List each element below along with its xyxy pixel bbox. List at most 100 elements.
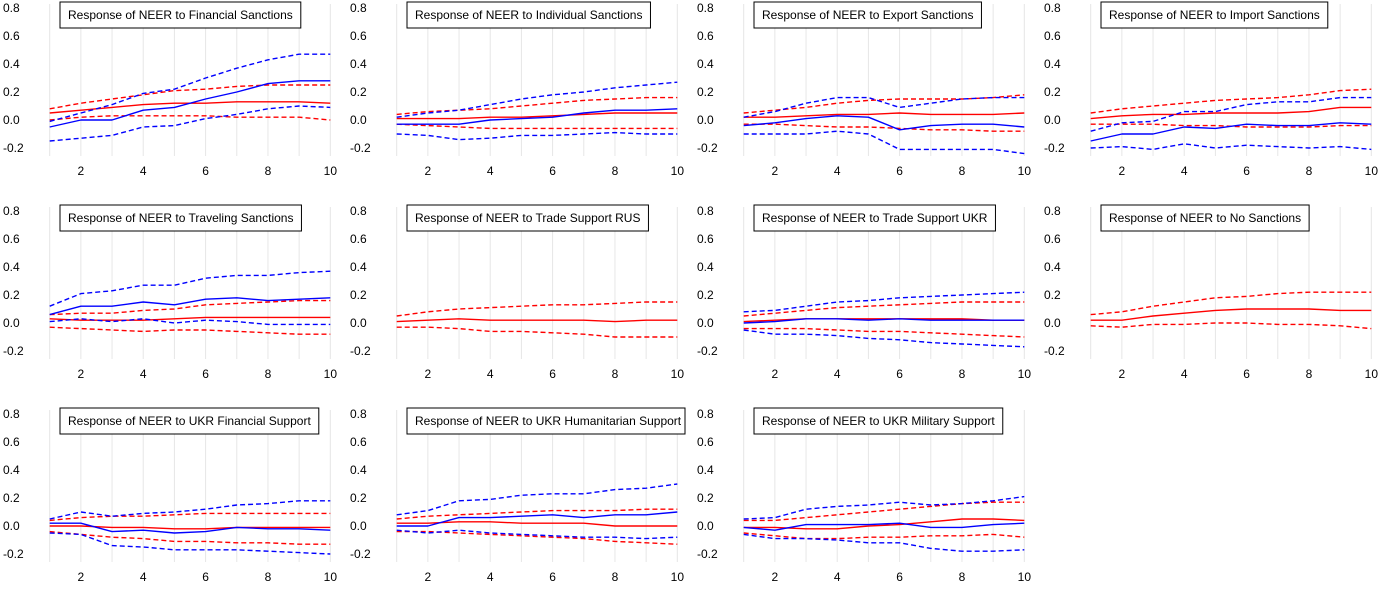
irf-panel-10: -0.2 0.0 0.2 0.4 0.6 0.8 2 4 6 8 10 Response of NEE… <box>350 407 686 584</box>
y-tick-label: -0.2 <box>350 344 371 358</box>
irf-panel-9: -0.2 0.0 0.2 0.4 0.6 0.8 2 4 6 8 10 Response of NEE… <box>3 407 338 584</box>
y-tick-label: 0.6 <box>350 29 367 43</box>
x-tick-label: 10 <box>1018 570 1032 584</box>
series-line-blue-solid <box>49 522 331 534</box>
irf-panel-6: -0.2 0.0 0.2 0.4 0.6 0.8 2 4 6 8 10 Response of NEE… <box>350 204 685 381</box>
y-tick-label: 0.2 <box>1044 85 1061 99</box>
y-tick-label: 0.4 <box>697 57 714 71</box>
x-tick-label: 6 <box>896 570 903 584</box>
irf-panel-5: -0.2 0.0 0.2 0.4 0.6 0.8 2 4 6 8 10 Response of NEE… <box>3 204 338 381</box>
y-tick-label: 0.0 <box>350 519 367 533</box>
x-tick-label: 6 <box>896 164 903 178</box>
x-tick-label: 2 <box>78 570 85 584</box>
x-tick-label: 10 <box>324 367 338 381</box>
series-line-blue-dashed <box>396 529 678 540</box>
y-tick-label: 0.0 <box>1044 316 1061 330</box>
panel-title-box <box>753 204 996 232</box>
x-tick-label: 8 <box>959 570 966 584</box>
series-line-blue-dashed <box>49 500 331 520</box>
panel-title-box <box>753 1 982 29</box>
x-tick-label: 4 <box>140 570 147 584</box>
panel-title-box <box>1100 1 1329 29</box>
x-tick-label: 6 <box>549 570 556 584</box>
y-tick-label: 0.4 <box>350 463 367 477</box>
series-line-red-dashed <box>1090 322 1372 330</box>
panel-title: Response of NEER to UKR Financial Suppor… <box>68 414 311 428</box>
panel-title: Response of NEER to Import Sanctions <box>1109 8 1320 22</box>
panel-title: Response of NEER to Trade Support UKR <box>762 211 988 225</box>
series-line-blue-solid <box>396 108 678 125</box>
series-line-red-solid <box>1090 106 1372 120</box>
y-tick-label: 0.8 <box>350 1 367 15</box>
series-line-red-dashed <box>396 326 678 338</box>
y-tick-label: -0.2 <box>697 547 718 561</box>
y-tick-label: 0.0 <box>350 113 367 127</box>
y-tick-label: 0.4 <box>350 57 367 71</box>
y-tick-label: 0.6 <box>350 232 367 246</box>
irf-panel-11: -0.2 0.0 0.2 0.4 0.6 0.8 2 4 6 8 10 Response of NEE… <box>697 407 1032 584</box>
y-tick-label: 0.6 <box>3 29 20 43</box>
panel-title: Response of NEER to Export Sanctions <box>762 8 973 22</box>
panel-title-box <box>406 204 649 232</box>
y-tick-label: 0.2 <box>350 85 367 99</box>
y-tick-label: 0.4 <box>1044 260 1061 274</box>
x-tick-label: 10 <box>1365 367 1379 381</box>
y-tick-label: 0.8 <box>1044 204 1061 218</box>
x-tick-label: 2 <box>425 367 432 381</box>
series-line-red-dashed <box>743 532 1025 540</box>
y-tick-label: 0.2 <box>697 288 714 302</box>
series-line-red-dashed <box>396 530 678 545</box>
series-line-blue-dashed <box>49 53 331 123</box>
x-tick-label: 8 <box>265 570 272 584</box>
y-tick-label: 0.8 <box>3 407 20 421</box>
irf-panel-2: -0.2 0.0 0.2 0.4 0.6 0.8 2 4 6 8 10 Response of NEE… <box>350 1 684 178</box>
x-tick-label: 10 <box>324 164 338 178</box>
series-line-red-dashed <box>396 96 678 116</box>
y-tick-label: 0.6 <box>350 435 367 449</box>
y-tick-label: 0.4 <box>3 463 20 477</box>
x-tick-label: 8 <box>265 367 272 381</box>
x-tick-label: 2 <box>78 367 85 381</box>
series-line-blue-dashed <box>396 483 678 516</box>
panel-title: Response of NEER to Traveling Sanctions <box>68 211 293 225</box>
panel-title-box <box>59 407 320 435</box>
series-line-blue-solid <box>49 297 331 316</box>
x-tick-label: 4 <box>140 164 147 178</box>
x-tick-label: 6 <box>896 367 903 381</box>
y-tick-label: 0.2 <box>1044 288 1061 302</box>
y-tick-label: 0.6 <box>697 232 714 246</box>
series-line-red-dashed <box>743 94 1025 114</box>
series-line-blue-solid <box>743 522 1025 531</box>
series-line-blue-solid <box>396 511 678 527</box>
y-tick-label: 0.0 <box>350 316 367 330</box>
y-tick-label: -0.2 <box>697 344 718 358</box>
x-tick-label: 8 <box>612 367 619 381</box>
panel-title-box <box>59 1 302 29</box>
x-tick-label: 8 <box>1306 367 1313 381</box>
x-tick-label: 8 <box>612 164 619 178</box>
series-line-blue-dashed <box>49 532 331 555</box>
series-line-red-solid <box>396 112 678 120</box>
y-tick-label: -0.2 <box>1044 344 1065 358</box>
series-line-red-dashed <box>1090 291 1372 316</box>
x-tick-label: 4 <box>834 570 841 584</box>
y-tick-label: -0.2 <box>350 547 371 561</box>
x-tick-label: 10 <box>671 367 685 381</box>
y-tick-label: 0.0 <box>3 113 20 127</box>
y-tick-label: 0.8 <box>3 204 20 218</box>
x-tick-label: 6 <box>549 367 556 381</box>
series-line-red-dashed <box>396 123 678 130</box>
series-line-red-solid <box>396 318 678 323</box>
x-tick-label: 2 <box>772 164 779 178</box>
y-tick-label: 0.2 <box>3 491 20 505</box>
y-tick-label: 0.6 <box>3 232 20 246</box>
series-line-red-solid <box>1090 308 1372 321</box>
x-tick-label: 6 <box>202 164 209 178</box>
series-line-blue-dashed <box>49 318 331 326</box>
x-tick-label: 6 <box>202 570 209 584</box>
x-tick-label: 10 <box>324 570 338 584</box>
irf-panel-8: -0.2 0.0 0.2 0.4 0.6 0.8 2 4 6 8 10 Response of NEE… <box>1044 204 1379 381</box>
panel-title-box <box>753 407 1004 435</box>
y-tick-label: 0.4 <box>697 463 714 477</box>
